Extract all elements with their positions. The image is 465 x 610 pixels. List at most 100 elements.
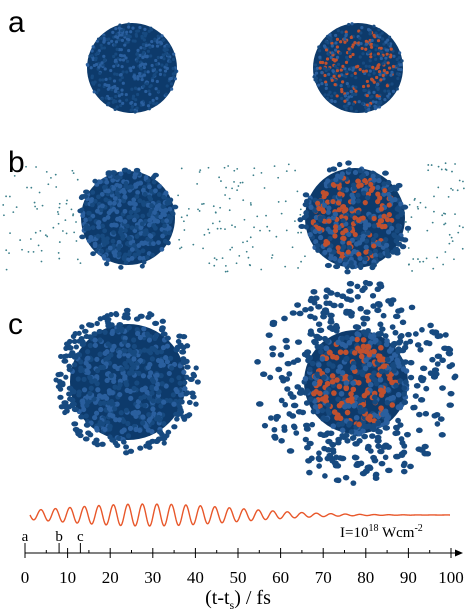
atom bbox=[123, 219, 128, 224]
atom bbox=[94, 357, 99, 362]
atom bbox=[107, 406, 112, 411]
atom bbox=[401, 366, 407, 372]
ion bbox=[114, 312, 120, 317]
atom bbox=[94, 426, 99, 431]
atom bbox=[380, 389, 386, 395]
atom bbox=[84, 413, 89, 418]
atom bbox=[388, 396, 394, 402]
atom bbox=[347, 102, 350, 105]
atom bbox=[125, 99, 128, 102]
atom bbox=[169, 365, 174, 370]
atom bbox=[160, 234, 165, 239]
atom bbox=[365, 43, 368, 46]
atom bbox=[95, 387, 100, 392]
ion bbox=[186, 215, 188, 217]
atom bbox=[350, 380, 356, 386]
atom bbox=[103, 83, 106, 86]
atom bbox=[149, 54, 152, 57]
ion bbox=[412, 405, 418, 411]
ion bbox=[9, 196, 11, 198]
atom bbox=[164, 208, 169, 213]
atom bbox=[311, 409, 317, 415]
atom bbox=[170, 88, 173, 91]
ion bbox=[423, 386, 429, 392]
atom bbox=[401, 391, 407, 397]
atom bbox=[367, 84, 370, 87]
atom bbox=[121, 188, 126, 193]
ion bbox=[446, 364, 452, 370]
ion bbox=[8, 252, 10, 254]
atom bbox=[333, 212, 338, 217]
atom bbox=[388, 36, 391, 39]
ion bbox=[323, 294, 329, 300]
ion bbox=[457, 232, 459, 234]
atom bbox=[342, 404, 348, 410]
atom bbox=[376, 241, 381, 246]
atom bbox=[349, 193, 354, 198]
ion bbox=[209, 232, 211, 234]
atom bbox=[99, 249, 104, 254]
ion bbox=[282, 338, 289, 344]
atom bbox=[371, 243, 376, 248]
atom bbox=[382, 188, 387, 193]
atom bbox=[340, 341, 346, 347]
ion bbox=[304, 400, 310, 406]
ion bbox=[181, 216, 183, 218]
atom bbox=[140, 101, 143, 104]
atom bbox=[124, 56, 127, 59]
ion bbox=[66, 364, 72, 369]
atom bbox=[155, 97, 158, 100]
ion bbox=[86, 322, 92, 327]
ion bbox=[99, 442, 106, 447]
ion bbox=[405, 221, 407, 223]
atom bbox=[331, 51, 334, 54]
atom bbox=[132, 66, 135, 69]
ion bbox=[432, 371, 439, 377]
atom bbox=[148, 93, 151, 96]
ion bbox=[159, 327, 165, 332]
atom bbox=[141, 53, 144, 56]
atom bbox=[172, 67, 175, 70]
xlabel-rest: ) / fs bbox=[234, 587, 271, 609]
ion bbox=[449, 234, 451, 236]
atom bbox=[380, 47, 383, 50]
ion bbox=[33, 251, 35, 253]
ion bbox=[423, 340, 430, 346]
ion bbox=[73, 172, 75, 174]
ion bbox=[306, 470, 313, 476]
ion bbox=[77, 208, 83, 213]
atom bbox=[123, 209, 128, 214]
atom bbox=[329, 37, 332, 40]
atom bbox=[144, 32, 147, 35]
atom bbox=[355, 110, 358, 113]
ion bbox=[325, 439, 332, 445]
ion bbox=[420, 366, 427, 372]
atom bbox=[351, 403, 357, 409]
atom bbox=[330, 373, 336, 379]
ion bbox=[288, 163, 290, 165]
ion bbox=[58, 252, 60, 254]
atom bbox=[147, 418, 152, 423]
x-axis-label: (t-ts) / fs bbox=[205, 587, 271, 610]
ion bbox=[281, 424, 287, 430]
atom bbox=[338, 258, 343, 263]
atom bbox=[392, 90, 395, 93]
ion bbox=[311, 339, 318, 345]
atom bbox=[131, 105, 134, 108]
atom bbox=[135, 190, 140, 195]
ion bbox=[79, 324, 84, 329]
atom bbox=[325, 87, 328, 90]
atom bbox=[89, 198, 94, 203]
atom bbox=[398, 405, 404, 411]
atom bbox=[149, 234, 154, 239]
ion bbox=[194, 365, 199, 370]
atom bbox=[351, 53, 354, 56]
atom bbox=[89, 386, 94, 391]
atom bbox=[120, 236, 125, 241]
atom bbox=[354, 415, 360, 421]
atom bbox=[322, 194, 327, 199]
atom bbox=[315, 243, 320, 248]
atom bbox=[146, 412, 151, 417]
ion bbox=[317, 431, 323, 437]
ion bbox=[62, 230, 64, 232]
